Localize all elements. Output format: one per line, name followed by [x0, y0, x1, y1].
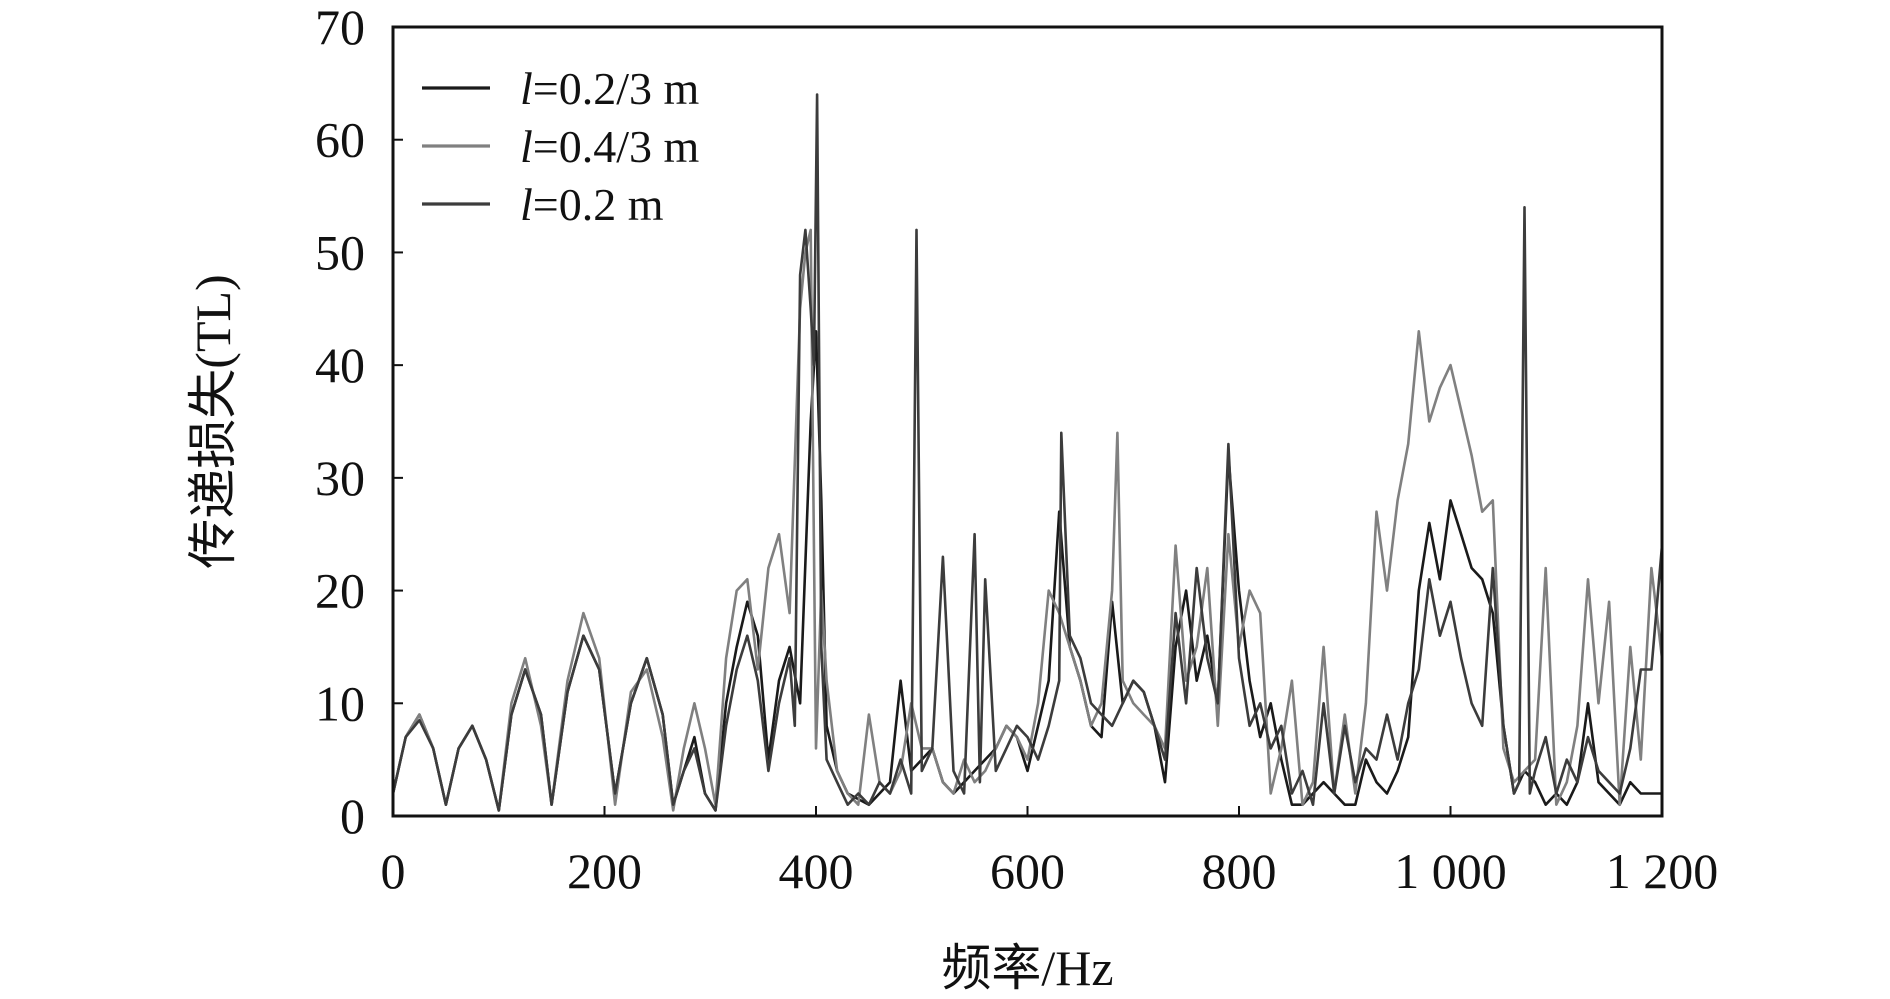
legend-label-3: l=0.2 m: [520, 179, 664, 230]
x-tick-label: 600: [990, 843, 1065, 899]
ticks-layer: 0 200 400 600 800 1 000 1 200 0 10 20 30 40 50 60 70: [315, 0, 1718, 899]
y-tick-label: 40: [315, 337, 365, 393]
x-tick-label: 1 000: [1394, 843, 1507, 899]
legend-label-2: l=0.4/3 m: [520, 121, 700, 172]
y-tick-label: 60: [315, 112, 365, 168]
x-axis-title: 频率/Hz: [941, 940, 1113, 996]
y-tick-label: 10: [315, 675, 365, 731]
series-line-2: [391, 228, 1664, 812]
legend: l=0.2/3 m l=0.4/3 m l=0.2 m: [422, 63, 700, 230]
series-layer: [391, 93, 1664, 812]
legend-label-1: l=0.2/3 m: [520, 63, 700, 114]
x-tick-label: 800: [1202, 843, 1277, 899]
y-tick-label: 20: [315, 563, 365, 619]
x-tick-label: 0: [381, 843, 406, 899]
y-tick-label: 0: [340, 788, 365, 844]
series-line-3: [391, 93, 1664, 812]
y-tick-label: 50: [315, 224, 365, 280]
x-tick-label: 400: [779, 843, 854, 899]
y-tick-label: 30: [315, 450, 365, 506]
x-tick-label: 200: [567, 843, 642, 899]
y-tick-label: 70: [315, 0, 365, 55]
y-axis-title: 传递损失(TL): [185, 274, 241, 568]
x-tick-label: 1 200: [1606, 843, 1719, 899]
